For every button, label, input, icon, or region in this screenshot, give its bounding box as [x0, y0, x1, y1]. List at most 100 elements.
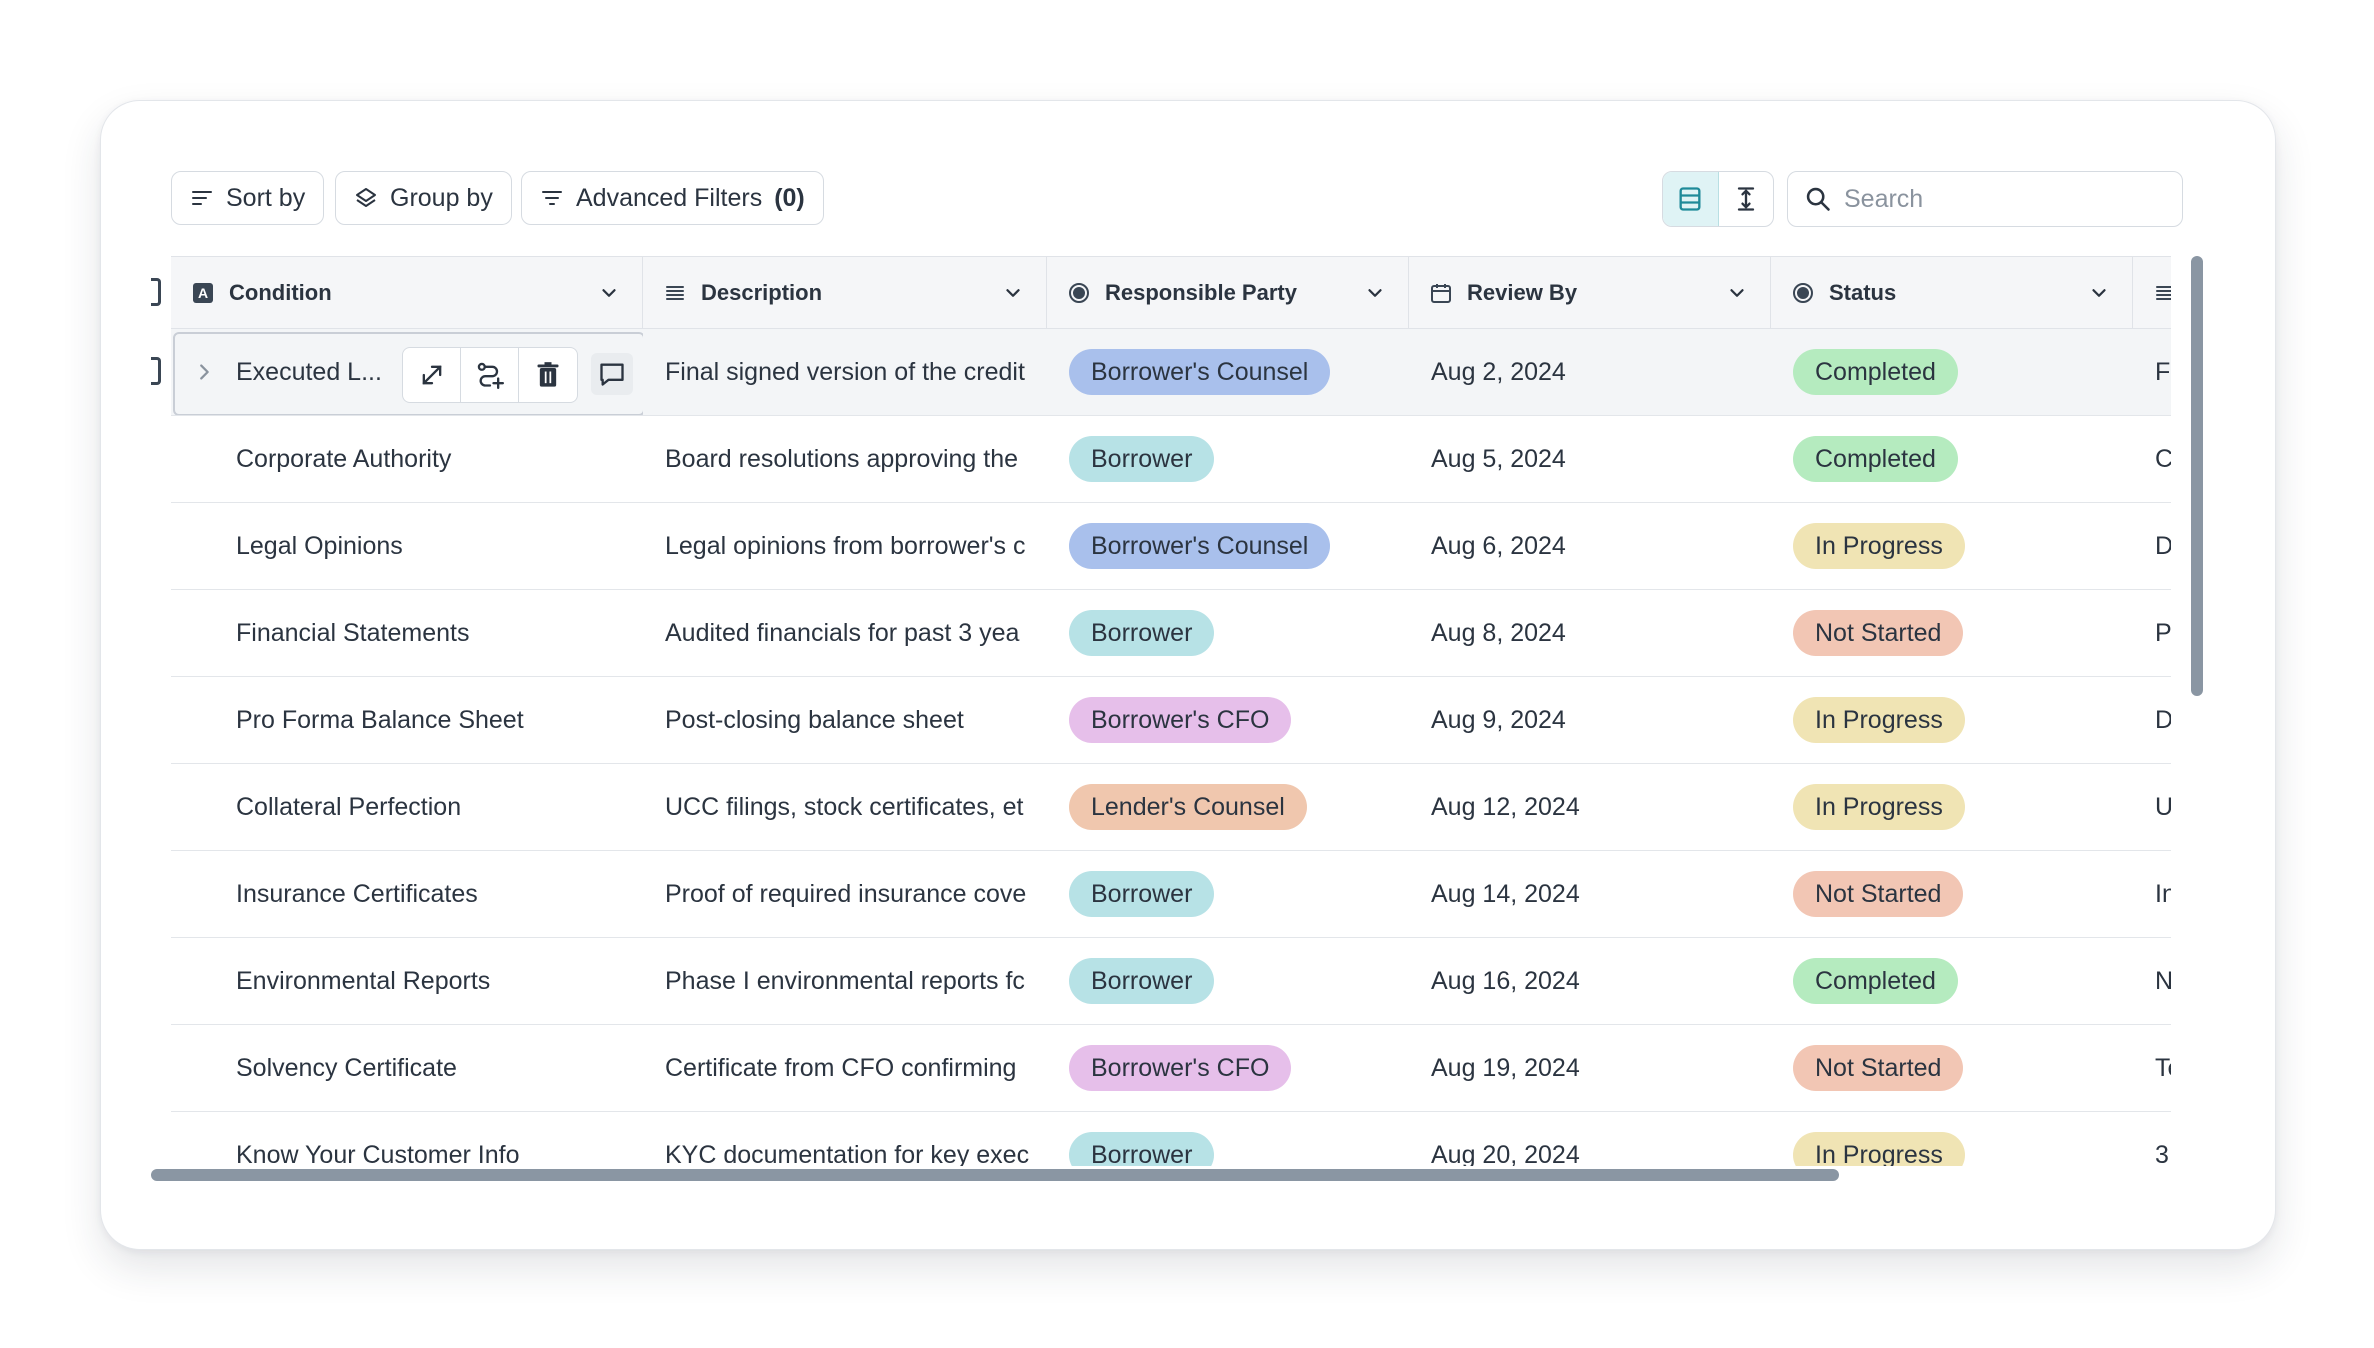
cell-responsible-party[interactable]: Borrower's CFO	[1047, 677, 1409, 763]
cell-description[interactable]: UCC filings, stock certificates, et	[643, 764, 1047, 850]
delete-button[interactable]	[519, 348, 577, 402]
cell-review-by[interactable]: Aug 19, 2024	[1409, 1025, 1771, 1111]
status-badge[interactable]: In Progress	[1793, 784, 1965, 830]
cell-status[interactable]: In Progress	[1771, 503, 2133, 589]
cell-condition[interactable]: Know Your Customer Info	[171, 1112, 643, 1167]
cell-notes[interactable]: UC	[2133, 764, 2171, 850]
table-row[interactable]: Corporate Authority Board resolutions app…	[171, 416, 2171, 503]
cell-notes[interactable]: Dra	[2133, 677, 2171, 763]
advanced-filters-button[interactable]: Advanced Filters (0)	[521, 171, 824, 225]
party-tag[interactable]: Borrower's CFO	[1069, 1045, 1292, 1091]
table-row[interactable]: Collateral Perfection UCC filings, stock …	[171, 764, 2171, 851]
status-badge[interactable]: Completed	[1793, 349, 1958, 395]
table-row[interactable]: Know Your Customer Info KYC documentation…	[171, 1112, 2171, 1166]
cell-notes[interactable]: Insu	[2133, 851, 2171, 937]
cell-review-by[interactable]: Aug 20, 2024	[1409, 1112, 1771, 1167]
cell-review-by[interactable]: Aug 8, 2024	[1409, 590, 1771, 676]
column-header-notes[interactable]	[2133, 257, 2171, 328]
party-tag[interactable]: Borrower	[1069, 436, 1215, 482]
cell-status[interactable]: In Progress	[1771, 677, 2133, 763]
chevron-down-icon[interactable]	[1364, 282, 1386, 304]
cell-responsible-party[interactable]: Borrower	[1047, 1112, 1409, 1166]
header-select-handle[interactable]	[151, 278, 161, 306]
expand-button[interactable]	[403, 348, 461, 402]
status-badge[interactable]: In Progress	[1793, 1132, 1965, 1166]
cell-description[interactable]: Legal opinions from borrower's c	[643, 503, 1047, 589]
cell-notes[interactable]: Dra	[2133, 503, 2171, 589]
cell-description[interactable]: Audited financials for past 3 yea	[643, 590, 1047, 676]
chevron-down-icon[interactable]	[1002, 282, 1024, 304]
column-header-description[interactable]: Description	[643, 257, 1047, 328]
cell-review-by[interactable]: Aug 12, 2024	[1409, 764, 1771, 850]
status-badge[interactable]: Completed	[1793, 436, 1958, 482]
status-badge[interactable]: Not Started	[1793, 871, 1964, 917]
column-header-review-by[interactable]: Review By	[1409, 257, 1771, 328]
cell-description[interactable]: KYC documentation for key exec	[643, 1112, 1047, 1167]
cell-status[interactable]: Not Started	[1771, 590, 2133, 676]
cell-status[interactable]: In Progress	[1771, 764, 2133, 850]
cell-condition[interactable]: Executed L...	[171, 329, 643, 415]
cell-notes[interactable]: 3 o	[2133, 1112, 2171, 1167]
column-header-condition[interactable]: A Condition	[171, 257, 643, 328]
cell-responsible-party[interactable]: Borrower	[1047, 851, 1409, 937]
cell-notes[interactable]: Full	[2133, 329, 2171, 415]
cell-status[interactable]: Not Started	[1771, 851, 2133, 937]
cell-responsible-party[interactable]: Borrower	[1047, 416, 1409, 502]
cell-review-by[interactable]: Aug 2, 2024	[1409, 329, 1771, 415]
cell-responsible-party[interactable]: Borrower	[1047, 590, 1409, 676]
cell-notes[interactable]: Ten	[2133, 1025, 2171, 1111]
party-tag[interactable]: Borrower	[1069, 871, 1215, 917]
cell-responsible-party[interactable]: Borrower's CFO	[1047, 1025, 1409, 1111]
status-badge[interactable]: In Progress	[1793, 697, 1965, 743]
party-tag[interactable]: Borrower	[1069, 958, 1215, 1004]
cell-description[interactable]: Certificate from CFO confirming	[643, 1025, 1047, 1111]
cell-status[interactable]: Completed	[1771, 938, 2133, 1024]
cell-notes[interactable]: Cer	[2133, 416, 2171, 502]
comment-button[interactable]	[591, 353, 633, 395]
chevron-down-icon[interactable]	[598, 282, 620, 304]
cell-condition[interactable]: Solvency Certificate	[171, 1025, 643, 1111]
cell-condition[interactable]: Collateral Perfection	[171, 764, 643, 850]
horizontal-scrollbar[interactable]	[151, 1169, 1839, 1181]
table-row[interactable]: Legal Opinions Legal opinions from borrow…	[171, 503, 2171, 590]
cell-review-by[interactable]: Aug 16, 2024	[1409, 938, 1771, 1024]
compact-view-button[interactable]	[1663, 172, 1719, 226]
cell-status[interactable]: Completed	[1771, 329, 2133, 415]
group-button[interactable]: Group by	[335, 171, 512, 225]
party-tag[interactable]: Lender's Counsel	[1069, 784, 1307, 830]
party-tag[interactable]: Borrower's Counsel	[1069, 523, 1331, 569]
party-tag[interactable]: Borrower	[1069, 1132, 1215, 1166]
status-badge[interactable]: Completed	[1793, 958, 1958, 1004]
search-input[interactable]	[1844, 184, 2166, 214]
cell-status[interactable]: In Progress	[1771, 1112, 2133, 1166]
table-row[interactable]: Environmental Reports Phase I environment…	[171, 938, 2171, 1025]
party-tag[interactable]: Borrower's Counsel	[1069, 349, 1331, 395]
row-select-handle[interactable]	[151, 357, 161, 385]
status-badge[interactable]: Not Started	[1793, 610, 1964, 656]
table-row[interactable]: Financial Statements Audited financials f…	[171, 590, 2171, 677]
table-row[interactable]: Pro Forma Balance Sheet Post-closing bala…	[171, 677, 2171, 764]
table-row[interactable]: Executed L... Final signed version of the…	[171, 329, 2171, 416]
column-header-status[interactable]: Status	[1771, 257, 2133, 328]
cell-review-by[interactable]: Aug 5, 2024	[1409, 416, 1771, 502]
column-header-responsible-party[interactable]: Responsible Party	[1047, 257, 1409, 328]
cell-condition[interactable]: Financial Statements	[171, 590, 643, 676]
cell-review-by[interactable]: Aug 9, 2024	[1409, 677, 1771, 763]
cell-review-by[interactable]: Aug 6, 2024	[1409, 503, 1771, 589]
cell-description[interactable]: Phase I environmental reports fc	[643, 938, 1047, 1024]
add-route-button[interactable]	[461, 348, 519, 402]
table-row[interactable]: Solvency Certificate Certificate from CFO…	[171, 1025, 2171, 1112]
cell-responsible-party[interactable]: Borrower's Counsel	[1047, 503, 1409, 589]
cell-description[interactable]: Proof of required insurance cove	[643, 851, 1047, 937]
cell-condition[interactable]: Environmental Reports	[171, 938, 643, 1024]
cell-notes[interactable]: No	[2133, 938, 2171, 1024]
cell-responsible-party[interactable]: Borrower's Counsel	[1047, 329, 1409, 415]
cell-description[interactable]: Board resolutions approving the	[643, 416, 1047, 502]
cell-status[interactable]: Not Started	[1771, 1025, 2133, 1111]
cell-condition[interactable]: Corporate Authority	[171, 416, 643, 502]
cell-description[interactable]: Final signed version of the credit	[643, 329, 1047, 415]
cell-description[interactable]: Post-closing balance sheet	[643, 677, 1047, 763]
cell-condition[interactable]: Insurance Certificates	[171, 851, 643, 937]
chevron-right-icon[interactable]	[193, 361, 215, 383]
status-badge[interactable]: In Progress	[1793, 523, 1965, 569]
